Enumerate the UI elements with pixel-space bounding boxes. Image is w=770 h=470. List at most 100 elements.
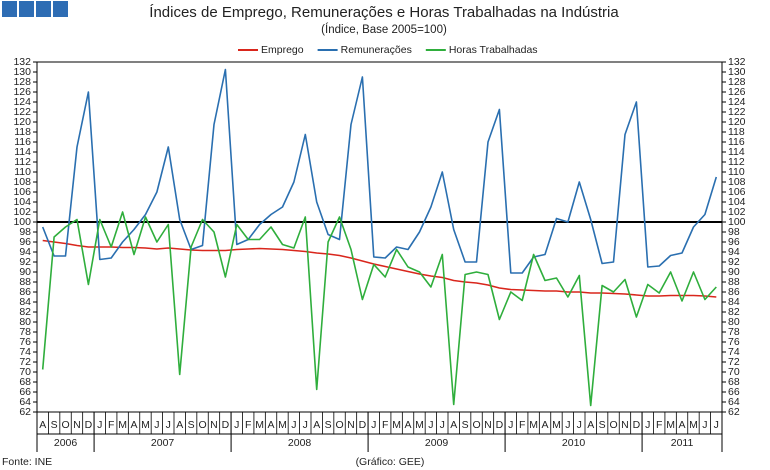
y-tick-label: 70 [19, 366, 31, 378]
y2-tick-label: 88 [728, 276, 740, 288]
x-tick-label: F [108, 419, 114, 431]
y-tick-label: 104 [13, 196, 31, 208]
logo-square [36, 1, 51, 17]
x-tick-label: O [198, 419, 206, 431]
y-tick-label: 68 [19, 376, 31, 388]
y-tick-label: 80 [19, 316, 31, 328]
x-tick-label: M [552, 419, 561, 431]
x-tick-label: A [268, 419, 275, 431]
x-tick-label: J [565, 419, 570, 431]
x-tick-label: J [291, 419, 296, 431]
y2-tick-label: 108 [728, 176, 746, 188]
y2-tick-label: 96 [728, 236, 740, 248]
x-tick-label: A [450, 419, 457, 431]
y-tick-label: 130 [13, 66, 31, 78]
y2-tick-label: 110 [728, 166, 745, 178]
y-tick-label: 64 [19, 396, 31, 408]
y2-tick-label: 72 [728, 356, 740, 368]
x-tick-label: J [154, 419, 159, 431]
y-tick-label: 112 [14, 156, 31, 168]
x-tick-label: J [303, 419, 308, 431]
series-line [42, 239, 717, 298]
x-tick-label: J [166, 419, 171, 431]
y2-tick-label: 100 [728, 216, 746, 228]
y2-tick-label: 98 [728, 226, 740, 238]
y2-tick-label: 106 [728, 186, 746, 198]
x-tick-label: J [508, 419, 513, 431]
x-tick-label: J [577, 419, 582, 431]
x-tick-label: F [519, 419, 525, 431]
series-line [41, 211, 717, 407]
x-tick-label: M [141, 419, 150, 431]
y2-tick-label: 122 [728, 106, 746, 118]
x-tick-label: M [278, 419, 287, 431]
y-tick-label: 118 [14, 126, 31, 138]
y2-tick-label: 124 [728, 96, 746, 108]
logo-square [53, 1, 68, 17]
y-tick-label: 98 [19, 226, 31, 238]
y2-tick-label: 114 [728, 146, 745, 158]
y-tick-label: 74 [19, 346, 31, 358]
x-tick-label: S [599, 419, 606, 431]
y-tick-label: 78 [19, 326, 31, 338]
y2-tick-label: 78 [728, 326, 740, 338]
x-tick-label: D [85, 419, 93, 431]
y2-tick-label: 116 [728, 136, 745, 148]
y-tick-label: 66 [19, 386, 31, 398]
x-tick-label: A [679, 419, 686, 431]
y-tick-label: 102 [13, 206, 31, 218]
x-tick-label: O [335, 419, 343, 431]
x-tick-label: M [118, 419, 127, 431]
y-tick-label: 86 [19, 286, 31, 298]
y-tick-label: 120 [13, 116, 31, 128]
x-tick-label: A [176, 419, 183, 431]
x-tick-label: D [496, 419, 504, 431]
y2-tick-label: 70 [728, 366, 740, 378]
x-tick-label: M [392, 419, 401, 431]
y-tick-label: 128 [13, 76, 31, 88]
source: Fonte: INE [2, 456, 52, 468]
y-tick-label: 114 [14, 146, 31, 158]
x-tick-label: J [428, 419, 433, 431]
x-tick-label: A [542, 419, 549, 431]
x-tick-label: S [51, 419, 58, 431]
y-tick-label: 110 [14, 166, 31, 178]
x-tick-label: F [656, 419, 662, 431]
y2-tick-label: 128 [728, 76, 746, 88]
chart-subtitle: (Índice, Base 2005=100) [321, 23, 447, 36]
y-tick-label: 88 [19, 276, 31, 288]
x-tick-label: D [222, 419, 230, 431]
x-tick-label: J [440, 419, 445, 431]
y-tick-label: 84 [19, 296, 31, 308]
y-tick-label: 122 [13, 106, 31, 118]
y-tick-label: 106 [13, 186, 31, 198]
credit: (Gráfico: GEE) [356, 456, 425, 468]
y2-tick-label: 66 [728, 386, 740, 398]
y-tick-label: 132 [13, 56, 31, 68]
y2-tick-label: 102 [728, 206, 746, 218]
year-label: 2010 [562, 437, 586, 449]
x-tick-label: J [371, 419, 376, 431]
y2-tick-label: 62 [728, 406, 740, 418]
x-tick-label: N [73, 419, 81, 431]
y2-tick-label: 84 [728, 296, 740, 308]
y2-tick-label: 94 [728, 246, 740, 258]
y-tick-label: 124 [13, 96, 31, 108]
logo-square [19, 1, 34, 17]
y-tick-label: 76 [19, 336, 31, 348]
x-tick-label: O [609, 419, 617, 431]
y2-tick-label: 130 [728, 66, 746, 78]
x-tick-label: N [347, 419, 355, 431]
x-tick-label: D [633, 419, 641, 431]
x-tick-label: M [415, 419, 424, 431]
y2-tick-label: 118 [728, 126, 745, 138]
y2-tick-label: 68 [728, 376, 740, 388]
y-tick-label: 72 [19, 356, 31, 368]
y-tick-label: 92 [19, 256, 31, 268]
legend-label: Emprego [261, 44, 304, 56]
year-label: 2006 [54, 437, 78, 449]
y2-tick-label: 80 [728, 316, 740, 328]
y2-tick-label: 126 [728, 86, 746, 98]
y-tick-label: 96 [19, 236, 31, 248]
